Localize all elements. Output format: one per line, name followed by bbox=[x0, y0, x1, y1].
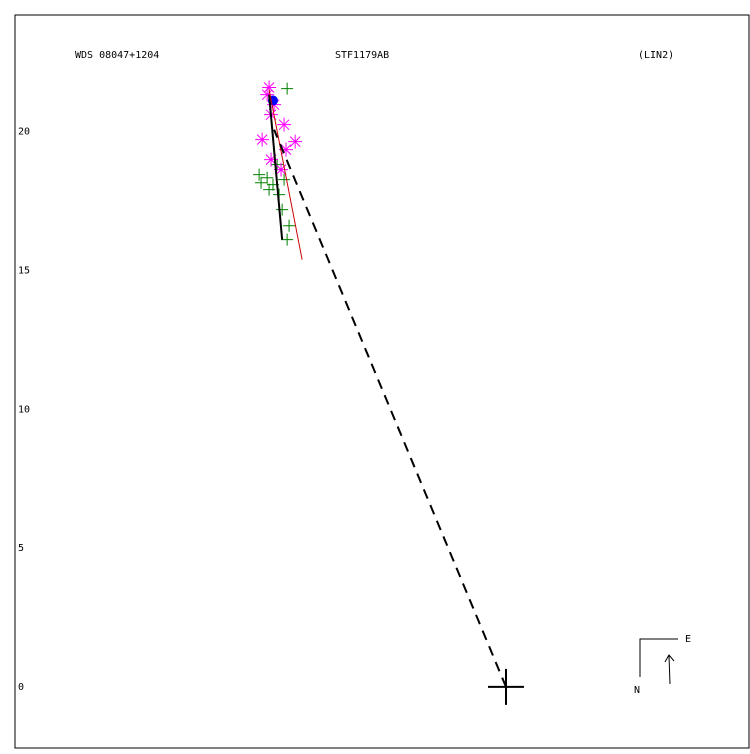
observation-plus bbox=[263, 183, 276, 196]
orbit-ref: (LIN2) bbox=[638, 50, 674, 61]
observation-asterisk bbox=[277, 117, 292, 132]
observation-asterisk bbox=[262, 80, 277, 95]
y-tick-label: 20 bbox=[18, 127, 30, 138]
observation-asterisk bbox=[260, 87, 275, 102]
frame bbox=[14, 14, 750, 749]
observation-asterisk bbox=[255, 132, 270, 147]
observation-plus bbox=[253, 168, 266, 181]
observation-plus bbox=[281, 82, 294, 95]
orbit-line bbox=[268, 94, 284, 240]
orbit-line bbox=[273, 129, 507, 688]
y-tick-label: 15 bbox=[18, 265, 30, 276]
observation-plus bbox=[281, 233, 294, 246]
compass-north: N bbox=[634, 685, 640, 696]
observation-asterisk bbox=[264, 152, 279, 167]
primary-star bbox=[487, 668, 524, 705]
observation-plus bbox=[276, 203, 289, 216]
observation-asterisk bbox=[288, 134, 303, 149]
pair-name: STF1179AB bbox=[335, 50, 389, 61]
observation-asterisk bbox=[279, 142, 294, 157]
y-tick-label: 5 bbox=[18, 543, 24, 554]
observation-asterisk bbox=[274, 162, 289, 177]
observation-plus bbox=[283, 219, 296, 232]
observation-plus bbox=[261, 171, 274, 184]
compass bbox=[639, 638, 678, 677]
observation-plus bbox=[278, 173, 291, 186]
orbit-line bbox=[268, 89, 303, 260]
star-id: WDS 08047+1204 bbox=[75, 50, 159, 61]
y-tick-label: 10 bbox=[18, 404, 30, 415]
compass-east: E bbox=[685, 634, 691, 645]
observation-plus bbox=[255, 176, 268, 189]
y-tick-label: 0 bbox=[18, 682, 24, 693]
compass-arrow bbox=[664, 654, 675, 685]
